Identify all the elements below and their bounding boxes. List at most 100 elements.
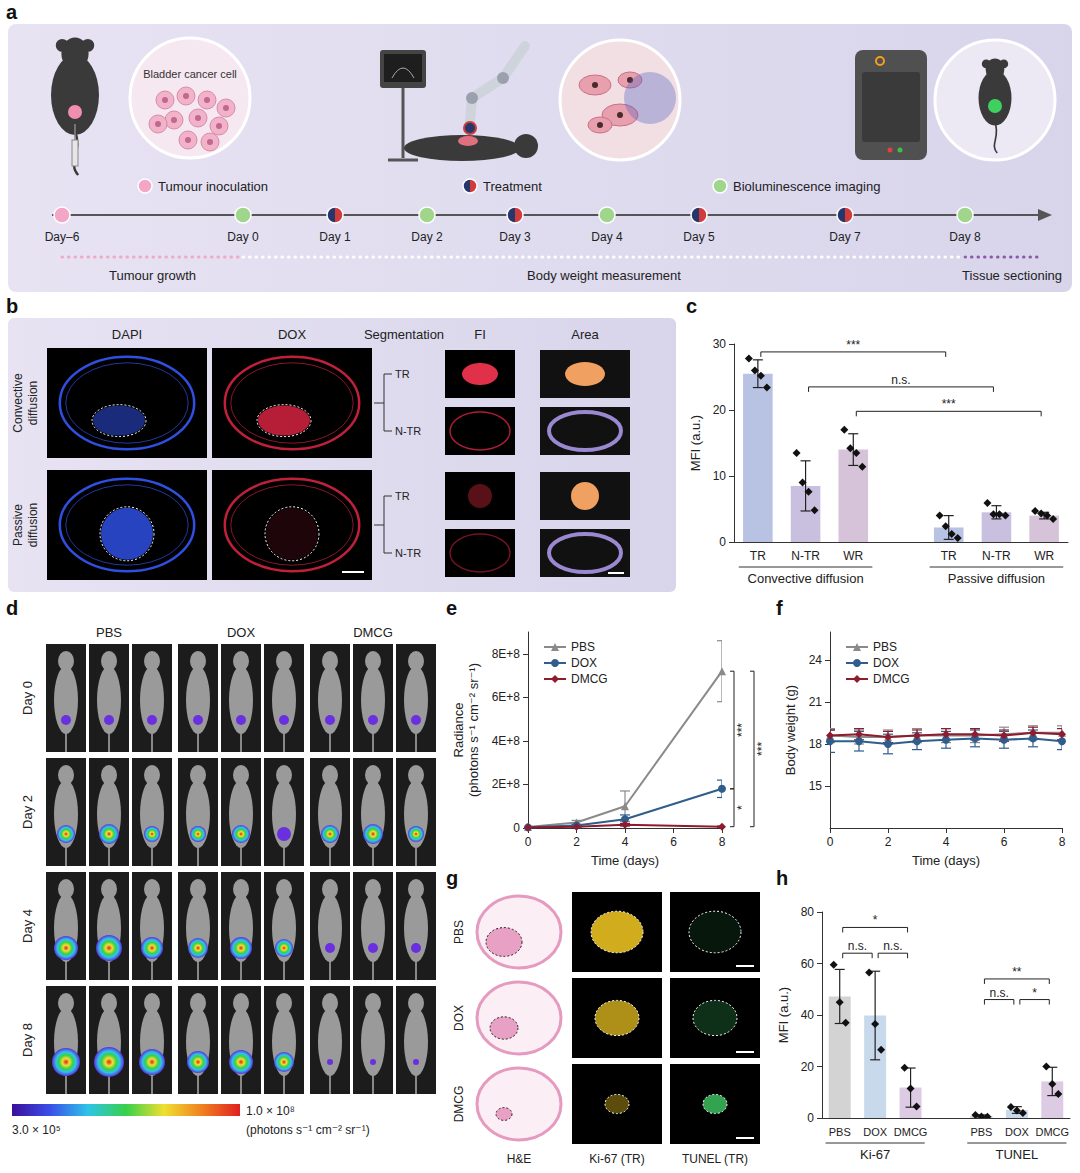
- svg-text:n.s.: n.s.: [883, 939, 902, 953]
- svg-text:DOX: DOX: [227, 625, 256, 640]
- svg-text:40: 40: [801, 1008, 815, 1022]
- svg-text:***: ***: [942, 397, 956, 411]
- svg-text:TR: TR: [750, 549, 766, 563]
- svg-text:Day 0: Day 0: [20, 681, 35, 715]
- svg-text:DMCG: DMCG: [1035, 1126, 1069, 1138]
- svg-text:Day 2: Day 2: [20, 795, 35, 829]
- svg-text:Day 4: Day 4: [20, 909, 35, 943]
- svg-text:18: 18: [809, 737, 823, 751]
- svg-text:g: g: [446, 867, 458, 889]
- svg-text:Time (days): Time (days): [591, 853, 659, 868]
- svg-text:N-TR: N-TR: [395, 425, 421, 437]
- svg-text:Treatment: Treatment: [483, 179, 542, 194]
- svg-text:8: 8: [1059, 835, 1066, 849]
- svg-text:DOX: DOX: [452, 1005, 466, 1031]
- svg-text:2: 2: [885, 835, 892, 849]
- svg-text:PBS: PBS: [873, 640, 897, 654]
- svg-text:H&E: H&E: [507, 1152, 532, 1166]
- svg-text:Day 5: Day 5: [683, 230, 715, 244]
- svg-text:80: 80: [801, 905, 815, 919]
- svg-text:Day 7: Day 7: [829, 230, 861, 244]
- svg-text:0: 0: [525, 835, 532, 849]
- svg-text:n.s.: n.s.: [848, 939, 867, 953]
- svg-text:20: 20: [801, 1060, 815, 1074]
- svg-text:WR: WR: [1034, 549, 1054, 563]
- svg-text:6: 6: [1001, 835, 1008, 849]
- svg-text:Convective: Convective: [11, 373, 25, 433]
- svg-text:Body weight measurement: Body weight measurement: [527, 268, 681, 283]
- svg-text:***: ***: [755, 742, 769, 756]
- svg-text:0: 0: [513, 821, 520, 835]
- svg-text:***: ***: [735, 723, 749, 737]
- svg-text:Day–6: Day–6: [45, 230, 80, 244]
- svg-text:Radiance: Radiance: [451, 703, 466, 758]
- svg-text:TR: TR: [395, 368, 410, 380]
- svg-text:N-TR: N-TR: [395, 547, 421, 559]
- svg-text:4: 4: [622, 835, 629, 849]
- svg-text:WR: WR: [843, 549, 863, 563]
- svg-text:DOX: DOX: [863, 1126, 888, 1138]
- svg-text:PBS: PBS: [96, 625, 122, 640]
- svg-text:diffusion: diffusion: [26, 503, 40, 547]
- svg-text:Day 4: Day 4: [591, 230, 623, 244]
- svg-text:DOX: DOX: [571, 656, 597, 670]
- svg-text:0: 0: [827, 835, 834, 849]
- svg-text:3.0 × 10⁵: 3.0 × 10⁵: [12, 1123, 61, 1137]
- svg-text:PBS: PBS: [571, 640, 595, 654]
- svg-text:Area: Area: [571, 327, 599, 342]
- svg-text:DOX: DOX: [873, 656, 899, 670]
- svg-text:TR: TR: [395, 490, 410, 502]
- svg-text:Ki-67 (TR): Ki-67 (TR): [589, 1152, 644, 1166]
- svg-text:0: 0: [719, 535, 726, 549]
- svg-text:Day 1: Day 1: [319, 230, 351, 244]
- svg-text:DOX: DOX: [278, 327, 307, 342]
- svg-text:e: e: [446, 597, 457, 619]
- svg-text:0: 0: [807, 1111, 814, 1125]
- svg-text:DOX: DOX: [1005, 1126, 1029, 1138]
- svg-text:Day 3: Day 3: [499, 230, 531, 244]
- svg-text:*: *: [735, 805, 749, 810]
- svg-text:24: 24: [809, 653, 823, 667]
- svg-text:Convective diffusion: Convective diffusion: [748, 571, 864, 586]
- svg-text:Ki-67: Ki-67: [860, 1147, 890, 1162]
- svg-text:FI: FI: [474, 327, 486, 342]
- svg-text:PBS: PBS: [970, 1126, 992, 1138]
- svg-text:a: a: [6, 1, 18, 23]
- svg-text:8: 8: [719, 835, 726, 849]
- svg-text:*: *: [1032, 986, 1037, 1000]
- svg-text:4E+8: 4E+8: [492, 734, 521, 748]
- svg-text:20: 20: [713, 403, 727, 417]
- svg-text:10: 10: [713, 469, 727, 483]
- svg-text:N-TR: N-TR: [982, 549, 1011, 563]
- svg-text:PBS: PBS: [452, 920, 466, 944]
- svg-text:(photons s⁻¹ cm⁻² sr⁻¹): (photons s⁻¹ cm⁻² sr⁻¹): [466, 663, 481, 797]
- svg-text:Passive diffusion: Passive diffusion: [948, 571, 1045, 586]
- svg-text:TR: TR: [941, 549, 957, 563]
- svg-text:DMCG: DMCG: [353, 625, 393, 640]
- svg-text:2: 2: [573, 835, 580, 849]
- svg-text:diffusion: diffusion: [26, 381, 40, 425]
- svg-text:Day 0: Day 0: [227, 230, 259, 244]
- svg-text:8E+8: 8E+8: [492, 647, 521, 661]
- svg-text:MFI (a.u.): MFI (a.u.): [776, 987, 791, 1043]
- svg-text:Segmentation: Segmentation: [364, 327, 444, 342]
- svg-text:1.0 × 10⁸: 1.0 × 10⁸: [246, 1104, 295, 1118]
- svg-text:60: 60: [801, 957, 815, 971]
- svg-text:Tissue sectioning: Tissue sectioning: [962, 268, 1062, 283]
- svg-text:n.s.: n.s.: [989, 986, 1008, 1000]
- svg-text:(photons s⁻¹ cm⁻² sr⁻¹): (photons s⁻¹ cm⁻² sr⁻¹): [246, 1123, 370, 1137]
- svg-text:b: b: [6, 295, 18, 317]
- svg-text:Tumour inoculation: Tumour inoculation: [158, 179, 268, 194]
- svg-text:DMCG: DMCG: [894, 1126, 928, 1138]
- svg-text:DMCG: DMCG: [873, 672, 910, 686]
- svg-text:N-TR: N-TR: [791, 549, 820, 563]
- svg-text:DMCG: DMCG: [452, 1086, 466, 1123]
- svg-text:30: 30: [713, 337, 727, 351]
- svg-text:***: ***: [846, 338, 860, 352]
- svg-text:6E+8: 6E+8: [492, 690, 521, 704]
- svg-text:4: 4: [943, 835, 950, 849]
- svg-text:Bioluminescence imaging: Bioluminescence imaging: [733, 179, 880, 194]
- svg-text:PBS: PBS: [829, 1126, 851, 1138]
- svg-text:21: 21: [809, 695, 823, 709]
- svg-text:DAPI: DAPI: [112, 327, 142, 342]
